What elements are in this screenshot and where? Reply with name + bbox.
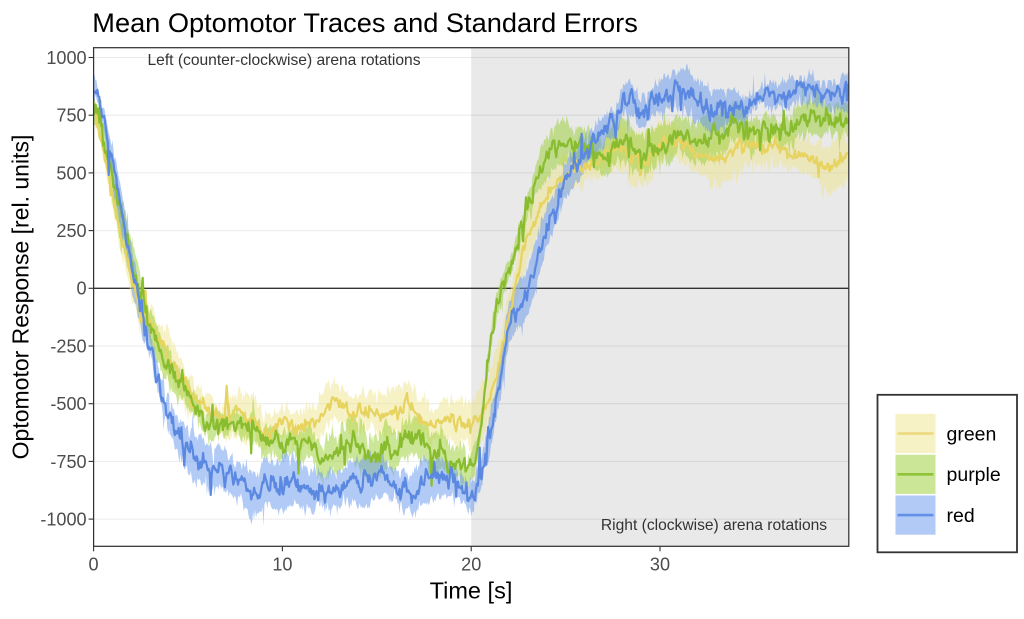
svg-text:500: 500 xyxy=(56,163,86,183)
svg-text:-1000: -1000 xyxy=(40,510,86,530)
svg-text:10: 10 xyxy=(272,555,292,575)
svg-text:Time [s]: Time [s] xyxy=(430,577,513,603)
svg-text:-750: -750 xyxy=(50,452,86,472)
svg-text:20: 20 xyxy=(461,555,481,575)
svg-text:green: green xyxy=(947,423,997,445)
svg-text:-500: -500 xyxy=(50,394,86,414)
svg-text:-250: -250 xyxy=(50,336,86,356)
svg-text:1000: 1000 xyxy=(46,48,86,68)
svg-text:250: 250 xyxy=(56,221,86,241)
svg-text:30: 30 xyxy=(650,555,670,575)
svg-text:0: 0 xyxy=(89,555,99,575)
svg-text:Optomotor Response [rel. units: Optomotor Response [rel. units] xyxy=(7,135,33,460)
svg-text:Mean Optomotor Traces and Stan: Mean Optomotor Traces and Standard Error… xyxy=(92,7,638,38)
svg-text:red: red xyxy=(947,505,975,527)
svg-text:Right (clockwise) arena rotati: Right (clockwise) arena rotations xyxy=(601,517,827,534)
svg-text:0: 0 xyxy=(77,279,87,299)
svg-text:purple: purple xyxy=(947,464,1001,486)
svg-text:750: 750 xyxy=(56,106,86,126)
svg-text:Left (counter-clockwise) arena: Left (counter-clockwise) arena rotations xyxy=(147,52,420,69)
